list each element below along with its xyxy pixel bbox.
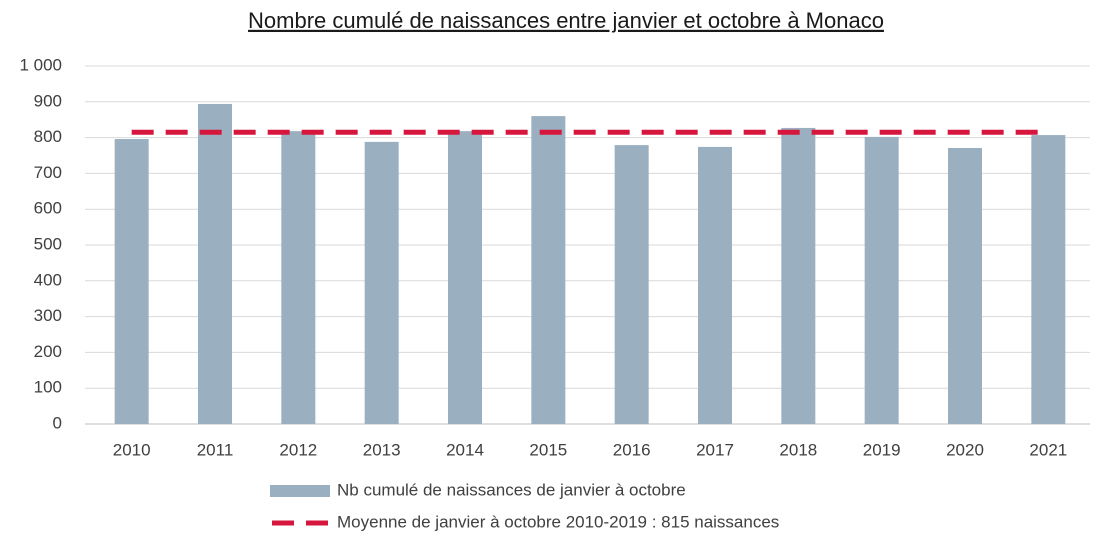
legend-label: Nb cumulé de naissances de janvier à oct…: [337, 480, 686, 499]
x-tick-label: 2014: [446, 440, 484, 459]
y-tick-label: 500: [34, 234, 62, 253]
bar: [281, 131, 316, 424]
bar: [948, 147, 982, 424]
y-tick-label: 0: [53, 413, 62, 432]
chart-title: Nombre cumulé de naissances entre janvie…: [248, 8, 884, 33]
bar: [864, 136, 899, 424]
y-tick-label: 400: [34, 270, 62, 289]
x-tick-label: 2013: [363, 440, 401, 459]
legend-swatch: [270, 485, 330, 497]
x-tick-label: 2020: [946, 440, 984, 459]
y-tick-label: 800: [34, 127, 62, 146]
x-tick-label: 2017: [696, 440, 734, 459]
y-tick-label: 100: [34, 378, 62, 397]
bar: [781, 127, 816, 425]
bar: [1031, 135, 1066, 424]
x-tick-label: 2011: [197, 440, 234, 459]
x-tick-label: 2012: [279, 440, 317, 459]
y-tick-label: 1 000: [19, 55, 62, 74]
bar: [698, 146, 732, 424]
x-tick-label: 2019: [863, 440, 901, 459]
x-tick-label: 2021: [1029, 440, 1067, 459]
bar: [531, 116, 566, 425]
y-tick-label: 600: [34, 199, 62, 218]
y-tick-label: 900: [34, 91, 62, 110]
bar: [364, 141, 399, 424]
x-tick-label: 2010: [113, 440, 151, 459]
x-tick-label: 2016: [613, 440, 651, 459]
bar: [198, 103, 232, 424]
y-tick-label: 300: [34, 306, 62, 325]
bar: [114, 139, 149, 425]
bar: [448, 131, 482, 424]
bar: [614, 145, 649, 425]
x-tick-label: 2018: [779, 440, 817, 459]
y-tick-label: 700: [34, 163, 62, 182]
y-tick-label: 200: [34, 342, 62, 361]
legend-label: Moyenne de janvier à octobre 2010-2019 :…: [337, 512, 779, 531]
x-tick-label: 2015: [529, 440, 567, 459]
